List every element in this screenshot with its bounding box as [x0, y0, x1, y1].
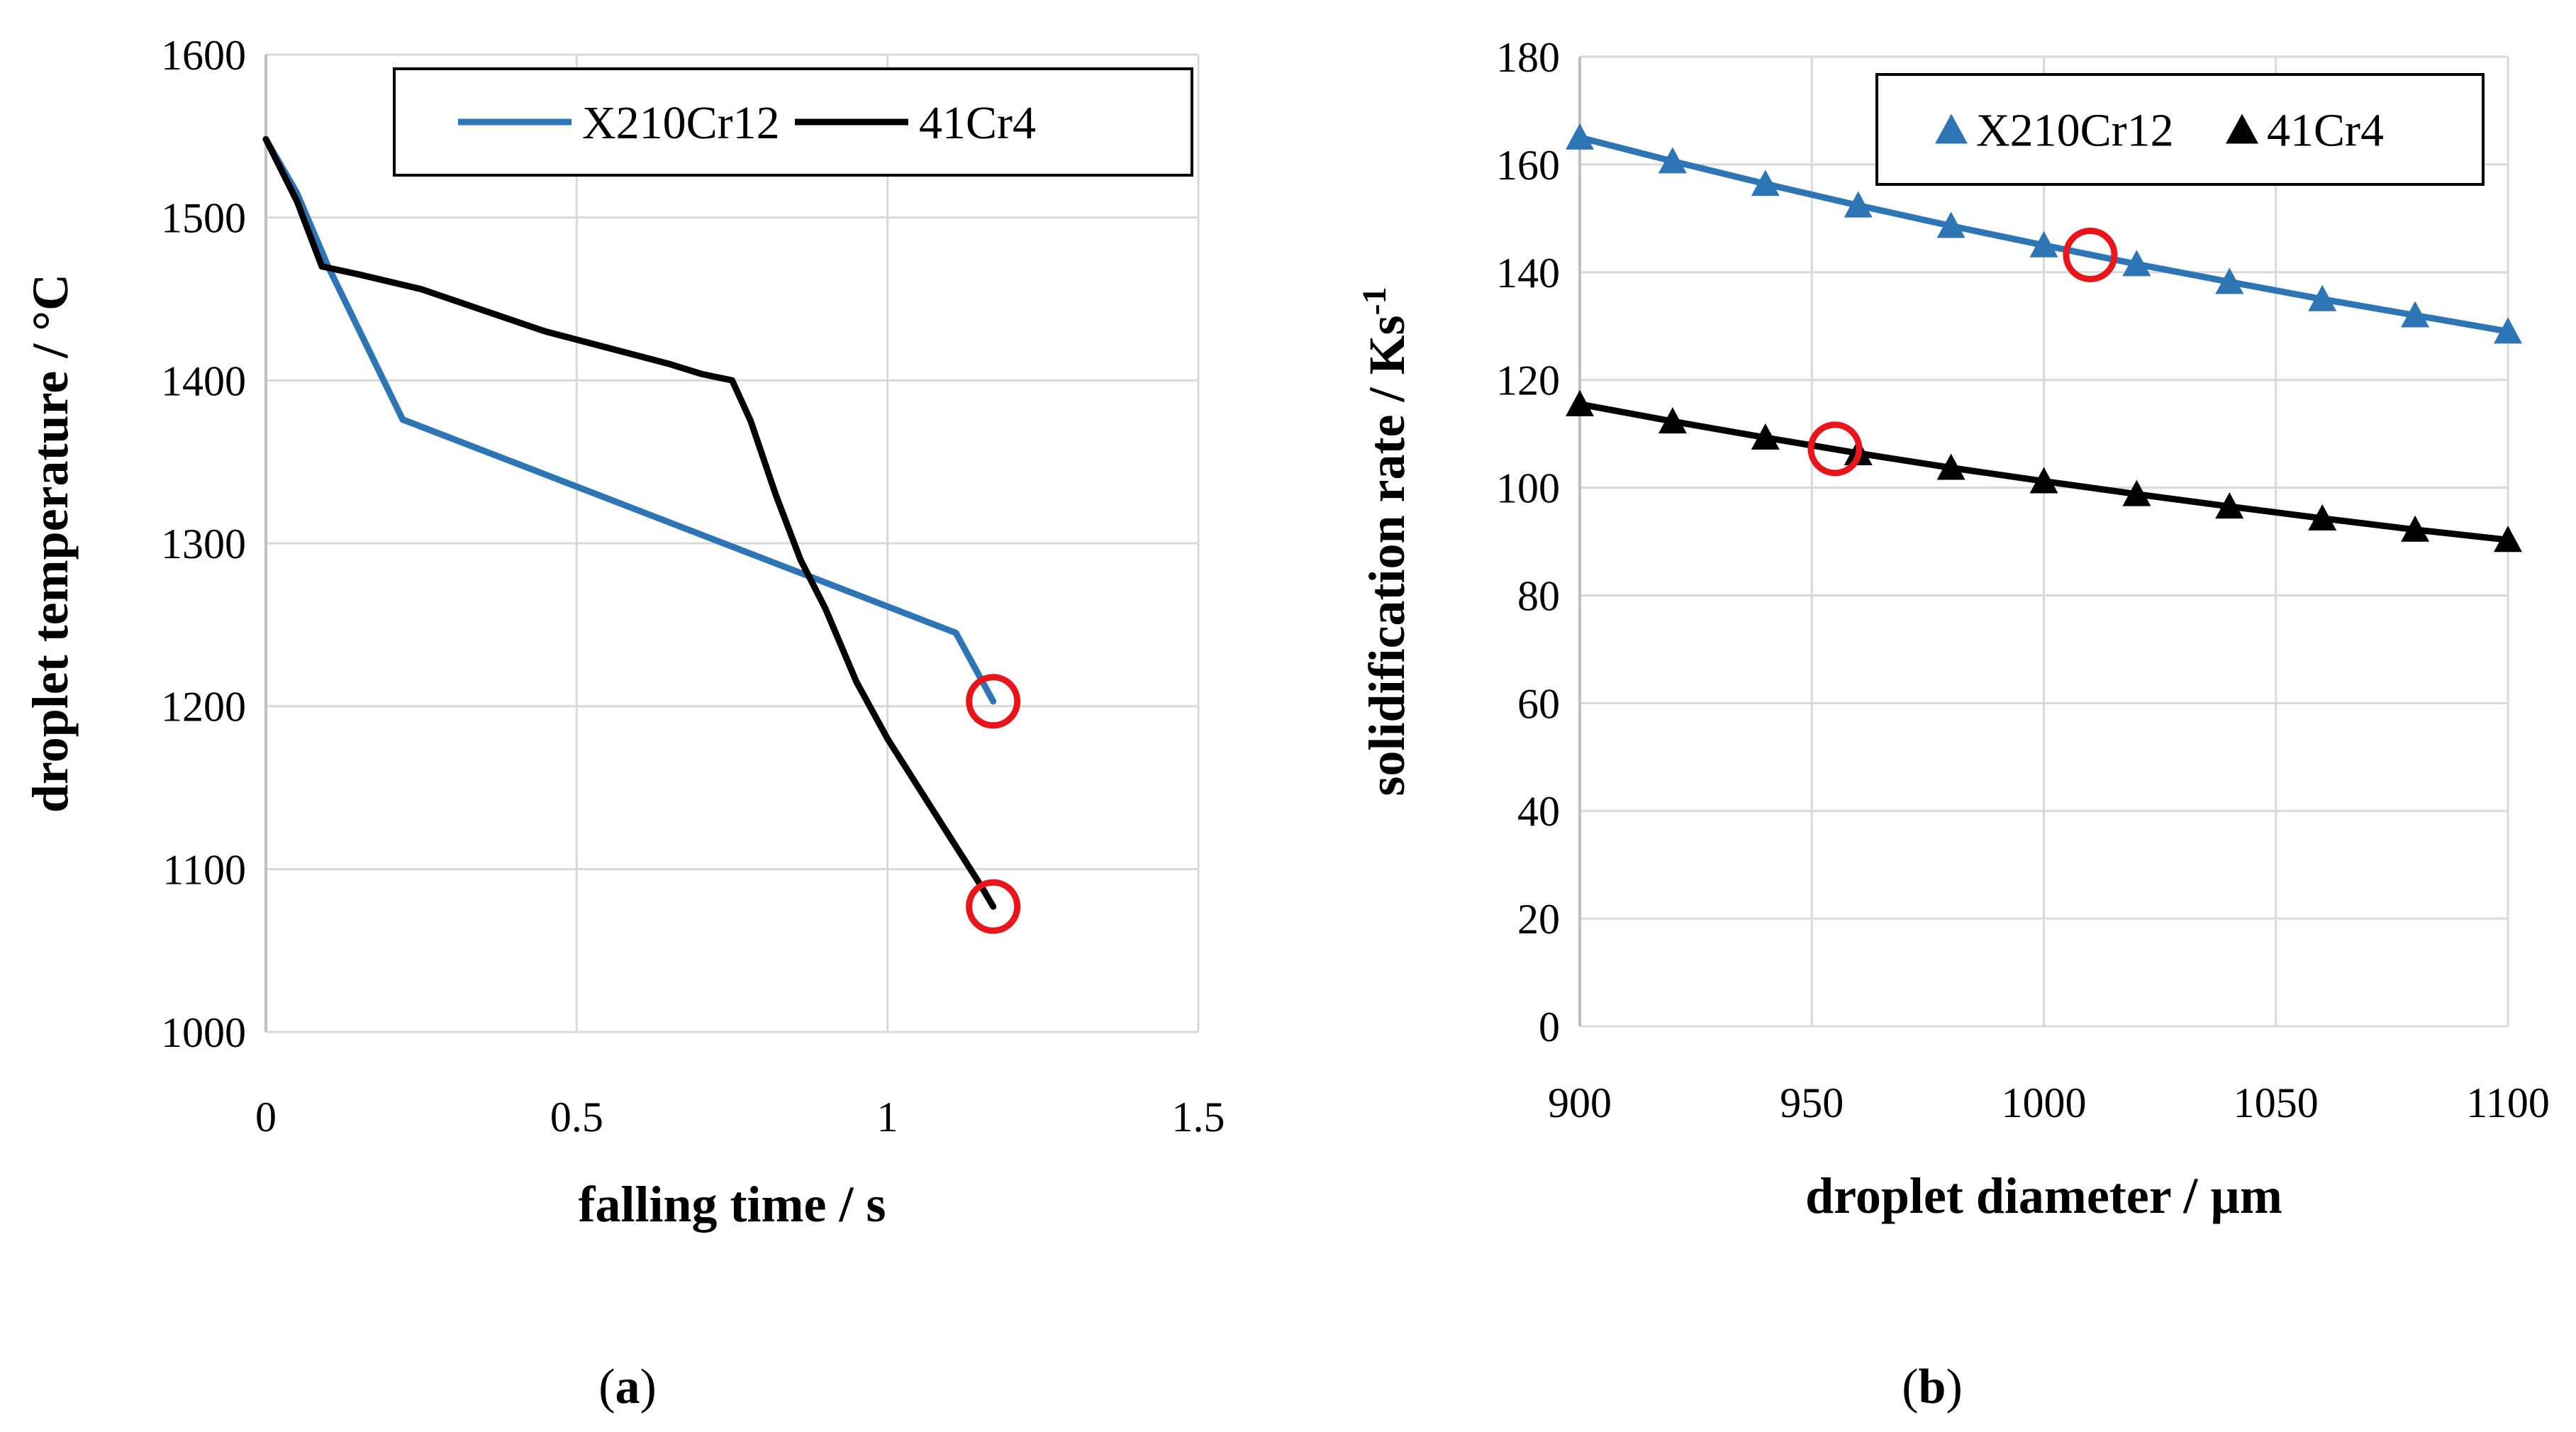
chart-a-ytick-label: 1100 [162, 846, 246, 893]
chart-b-point-x210cr12-1020 [2122, 250, 2151, 277]
chart-a-legend-label-41cr4: 41Cr4 [919, 97, 1036, 149]
chart-a-xtick-label: 1.5 [1172, 1094, 1225, 1140]
chart-b-point-41cr4-920 [1658, 407, 1687, 434]
chart-b-highlight-circle-x210cr12 [2063, 227, 2118, 282]
chart-b-legend-box [1875, 73, 2485, 186]
chart-b-point-x210cr12-1080 [2401, 301, 2430, 328]
chart-b-point-41cr4-940 [1751, 423, 1780, 450]
chart-a-series-line-41cr4 [262, 135, 997, 910]
chart-b-ytick-label: 100 [1496, 465, 1560, 512]
chart-b-point-41cr4-900 [1566, 389, 1594, 416]
chart-b-point-x210cr12-940 [1751, 170, 1780, 196]
chart-a-xtick-label: 0.5 [550, 1094, 603, 1140]
chart-a-xtick-label: 0 [255, 1094, 277, 1140]
caption-b: (b) [1902, 1360, 1963, 1414]
chart-a-ytick-label: 1300 [161, 521, 246, 567]
chart-b-point-x210cr12-1100 [2494, 317, 2522, 344]
chart-b-ytick-label: 160 [1496, 142, 1560, 189]
caption-a-label: a [615, 1360, 640, 1414]
chart-b-point-41cr4-1040 [2215, 492, 2244, 519]
chart-a-ytick-label: 1200 [161, 684, 246, 731]
chart-a-ytick-label: 1500 [161, 195, 246, 242]
chart-b-xtick-label: 900 [1548, 1079, 1612, 1126]
chart-b-point-41cr4-980 [1936, 453, 1966, 480]
chart-a-temperature-vs-time: 1000 1100 1200 1300 1400 1500 1600 0 0.5 1 1.5 fall… [22, 32, 1225, 1233]
chart-b-ytick-label: 140 [1496, 250, 1560, 296]
chart-a-x-axis-title: falling time / s [579, 1176, 886, 1233]
chart-b-xtick-label: 1050 [2234, 1079, 2319, 1126]
chart-b-xtick-label: 950 [1780, 1079, 1844, 1126]
caption-a: (a) [598, 1360, 657, 1414]
chart-b-legend-label-41cr4: 41Cr4 [2267, 105, 2384, 157]
chart-b-point-41cr4-1080 [2401, 515, 2430, 542]
chart-b-legend-marker-41cr4 [2226, 113, 2258, 144]
chart-a-y-axis-title-text: droplet temperature / °C [22, 274, 79, 813]
chart-a-ytick-label: 1600 [161, 32, 246, 79]
chart-b-point-x210cr12-900 [1566, 123, 1594, 150]
chart-b-y-axis-title-text: solidification rate / Ks [1359, 316, 1415, 797]
chart-b-y-axis-title: solidification rate / Ks-1 [1356, 287, 1415, 797]
chart-b-legend-label-x210cr12: X210Cr12 [1976, 105, 2174, 157]
chart-b-point-x210cr12-1060 [2308, 284, 2337, 311]
chart-b-point-x210cr12-1000 [2029, 231, 2058, 257]
chart-a-ytick-label: 1400 [161, 357, 246, 404]
chart-b-point-x210cr12-920 [1658, 147, 1687, 174]
chart-a-highlight-circle-x210cr12 [966, 674, 1021, 729]
chart-b-point-41cr4-1100 [2494, 526, 2522, 553]
chart-b-point-x210cr12-980 [1936, 211, 1966, 238]
chart-b-legend-marker-x210cr12 [1935, 113, 1968, 144]
chart-a-y-axis-title: droplet temperature / °C [22, 274, 79, 813]
chart-b-xtick-label: 1000 [2002, 1079, 2087, 1126]
chart-b-ytick-label: 40 [1517, 788, 1560, 835]
chart-b-point-41cr4-1060 [2308, 504, 2337, 531]
chart-b-ytick-label: 80 [1517, 572, 1560, 619]
chart-b-point-x210cr12-1040 [2215, 267, 2244, 294]
chart-b-ytick-label: 0 [1539, 1004, 1560, 1050]
chart-a-highlight-circle-41cr4 [966, 879, 1021, 934]
chart-b-xtick-label: 1100 [2466, 1079, 2550, 1126]
chart-b-point-x210cr12-960 [1844, 191, 1873, 218]
chart-a-legend-label-x210cr12: X210Cr12 [582, 97, 780, 149]
chart-b-highlight-circle-41cr4 [1807, 421, 1863, 477]
chart-b-point-41cr4-1000 [2029, 467, 2058, 494]
chart-b-point-41cr4-1020 [2122, 479, 2151, 506]
chart-b-ytick-label: 20 [1517, 896, 1560, 943]
chart-b-solidification-rate-vs-diameter: 0 20 40 60 80 100 120 140 160 180 900 950 1000 1050 11… [1356, 34, 2550, 1224]
caption-b-label: b [1919, 1360, 1946, 1414]
chart-b-x-axis-title: droplet diameter / µm [1805, 1167, 2282, 1224]
chart-a-xtick-label: 1 [877, 1094, 898, 1140]
chart-b-ytick-label: 60 [1517, 680, 1560, 727]
chart-a-ytick-label: 1000 [161, 1009, 246, 1056]
chart-b-y-axis-title-superscript: -1 [1356, 287, 1393, 316]
chart-b-ytick-label: 180 [1496, 34, 1560, 81]
chart-b-ytick-label: 120 [1496, 357, 1560, 404]
